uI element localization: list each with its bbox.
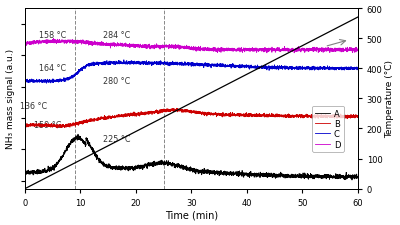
Y-axis label: NH₃ mass signal (a.u.): NH₃ mass signal (a.u.)	[6, 49, 14, 149]
A	[76, 133, 80, 136]
A	[22, 171, 27, 173]
X-axis label: Time (min): Time (min)	[165, 209, 218, 219]
Line: B: B	[25, 109, 358, 128]
A	[313, 175, 318, 178]
D	[51, 38, 56, 40]
Text: 225 °C: 225 °C	[103, 134, 130, 143]
B	[22, 126, 27, 128]
C	[61, 79, 66, 82]
Line: A: A	[25, 135, 358, 180]
B	[55, 127, 60, 130]
C	[150, 63, 155, 66]
A	[350, 179, 354, 182]
D	[349, 48, 354, 51]
C	[355, 67, 360, 70]
Text: 159 °C: 159 °C	[34, 120, 61, 129]
C	[313, 66, 318, 69]
C	[44, 82, 49, 85]
B	[174, 107, 179, 110]
A	[165, 162, 170, 165]
B	[349, 115, 354, 118]
Text: 158 °C: 158 °C	[39, 31, 66, 40]
Text: 136 °C: 136 °C	[20, 101, 47, 110]
B	[165, 111, 170, 113]
D	[264, 52, 269, 55]
D	[150, 47, 155, 50]
D	[22, 42, 27, 45]
C	[165, 61, 170, 64]
C	[80, 68, 85, 70]
A	[150, 165, 155, 168]
C	[22, 81, 27, 84]
D	[355, 50, 360, 53]
B	[150, 110, 155, 113]
A	[349, 176, 354, 179]
A	[355, 176, 360, 178]
C	[349, 68, 354, 71]
B	[61, 124, 66, 127]
Text: 280 °C: 280 °C	[103, 76, 130, 86]
B	[355, 116, 360, 119]
Line: D: D	[25, 39, 358, 54]
D	[313, 48, 318, 51]
Text: 164 °C: 164 °C	[40, 64, 66, 73]
D	[165, 46, 170, 49]
D	[80, 40, 85, 42]
B	[80, 123, 85, 126]
A	[60, 154, 65, 157]
Y-axis label: Temperature (°C): Temperature (°C)	[386, 60, 394, 138]
B	[313, 115, 318, 118]
Legend: A, B, C, D: A, B, C, D	[312, 106, 344, 152]
D	[61, 40, 66, 43]
C	[122, 59, 126, 62]
A	[80, 139, 85, 142]
Text: 284 °C: 284 °C	[103, 31, 130, 40]
Line: C: C	[25, 61, 358, 84]
